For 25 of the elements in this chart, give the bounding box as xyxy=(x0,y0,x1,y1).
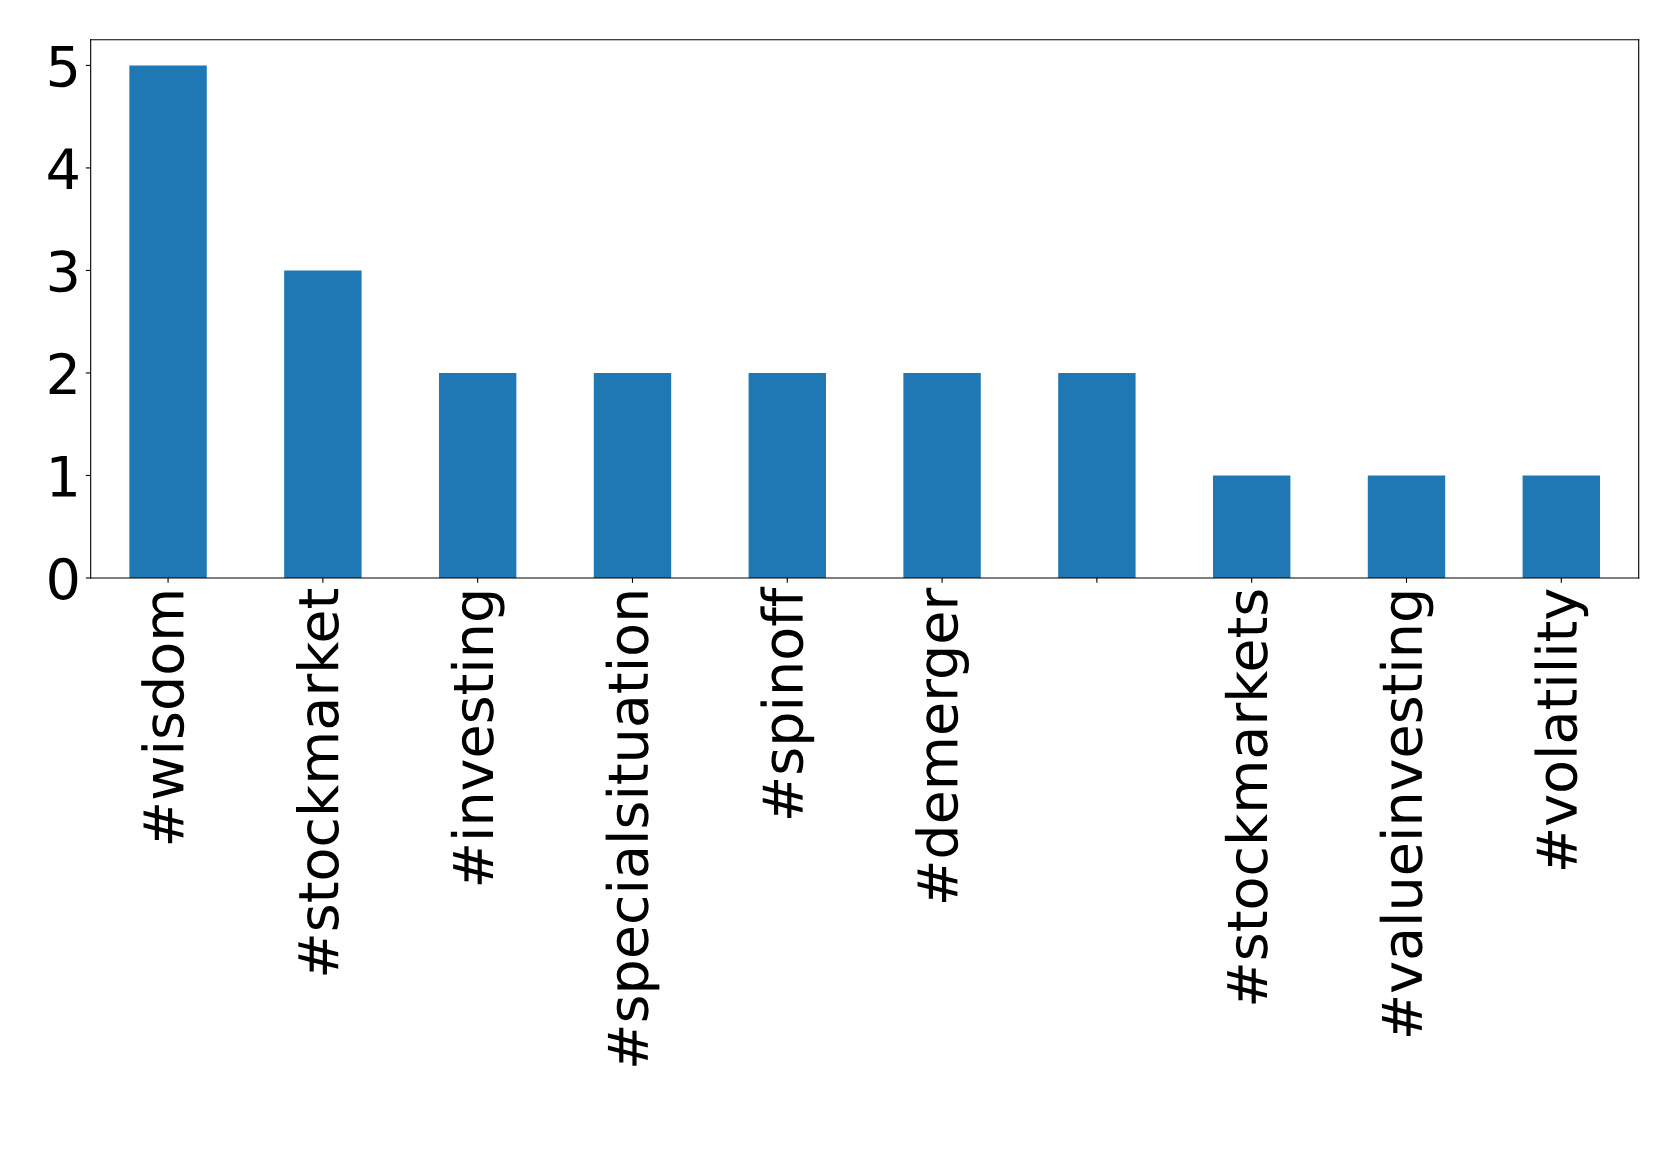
y-tick-label: 2 xyxy=(49,352,76,395)
x-tick-label: #volatility xyxy=(1534,589,1589,870)
bar xyxy=(1058,372,1136,578)
bar xyxy=(284,270,362,578)
bar xyxy=(1367,475,1446,578)
bar xyxy=(438,372,517,578)
bar xyxy=(748,372,826,578)
y-tick-label: 1 xyxy=(51,456,76,497)
x-tick-label: #investing xyxy=(450,592,505,885)
x-tick-label: #stockmarket xyxy=(295,589,339,975)
bar xyxy=(1212,475,1291,578)
x-tick-label: #demerger xyxy=(915,587,969,902)
x-tick-label: #spinoff xyxy=(760,586,815,818)
bar xyxy=(903,372,981,578)
x-tick-label: #valueinvesting xyxy=(1379,592,1434,1037)
bar xyxy=(593,372,672,578)
y-tick-label: 0 xyxy=(49,557,78,600)
y-tick-label: 5 xyxy=(49,46,77,88)
bar xyxy=(1522,475,1600,578)
x-tick-label: #stockmarkets xyxy=(1224,590,1268,1004)
y-tick-label: 4 xyxy=(48,148,78,190)
x-tick-label: #wisdom xyxy=(141,592,185,844)
x-tick-label: #specialsituation xyxy=(605,592,660,1066)
bar xyxy=(129,65,207,578)
y-tick-label: 3 xyxy=(49,250,77,293)
